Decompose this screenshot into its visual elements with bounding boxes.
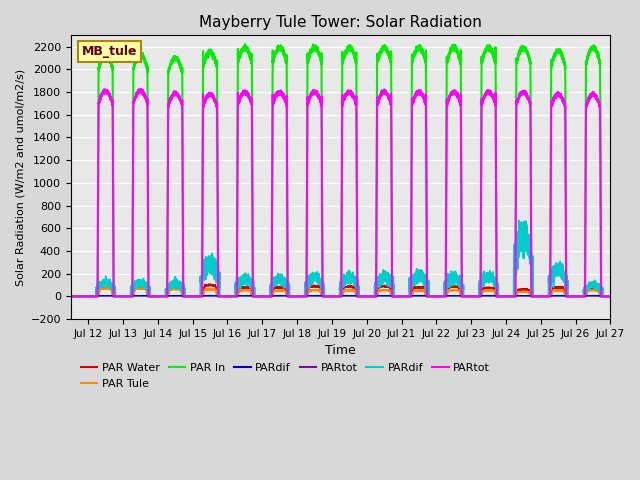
PARtot [137, 86, 145, 92]
X-axis label: Time: Time [325, 344, 356, 357]
PARdif [607, 293, 614, 299]
PAR Water [139, 280, 147, 286]
PARdif [67, 293, 75, 299]
Line: PAR In: PAR In [71, 44, 611, 296]
PARdif [387, 293, 394, 299]
PAR Water [262, 293, 270, 299]
PAR In [94, 219, 102, 225]
PARtot [496, 293, 504, 299]
PARdif [94, 287, 102, 292]
PAR Water [387, 288, 394, 293]
PAR Tule [387, 290, 394, 296]
PARdif [467, 293, 475, 299]
PAR Tule [410, 288, 417, 294]
PAR Tule [496, 293, 504, 299]
Y-axis label: Solar Radiation (W/m2 and umol/m2/s): Solar Radiation (W/m2 and umol/m2/s) [15, 69, 25, 286]
Legend: PAR Water, PAR Tule, PAR In, PARdif, PARtot, PARdif, PARtot: PAR Water, PAR Tule, PAR In, PARdif, PAR… [76, 359, 495, 393]
PAR Water [410, 286, 417, 291]
PARdif [67, 293, 75, 299]
PARdif [496, 293, 504, 299]
PARtot [94, 232, 102, 238]
PAR Water [467, 293, 475, 299]
PAR In [496, 293, 504, 299]
PARdif [467, 293, 475, 299]
PAR In [387, 56, 394, 61]
Line: PARdif: PARdif [71, 220, 611, 296]
PAR Water [496, 293, 504, 299]
PARdif [607, 293, 614, 299]
PAR Tule [141, 285, 148, 290]
PAR Water [607, 293, 614, 299]
PAR In [67, 293, 75, 299]
PAR Water [94, 293, 102, 299]
PARdif [515, 217, 523, 223]
PARtot [387, 101, 394, 107]
PAR Tule [94, 293, 102, 299]
PAR Tule [262, 293, 270, 299]
PARtot [410, 96, 417, 102]
PARdif [589, 293, 597, 299]
PARdif [94, 293, 102, 299]
PARdif [262, 293, 270, 299]
PARdif [387, 272, 394, 277]
Line: PAR Water: PAR Water [71, 283, 611, 296]
PAR In [467, 293, 475, 299]
PAR Tule [607, 293, 614, 299]
PAR Tule [67, 293, 75, 299]
PAR In [607, 293, 614, 299]
PAR Water [67, 293, 75, 299]
PARtot [262, 293, 270, 299]
PARtot [67, 293, 75, 299]
PARdif [262, 293, 270, 299]
PARdif [410, 278, 417, 284]
PARtot [607, 293, 614, 299]
Text: MB_tule: MB_tule [81, 45, 137, 58]
PARtot [467, 293, 475, 299]
PAR In [410, 52, 417, 58]
PARdif [496, 293, 504, 299]
Line: PAR Tule: PAR Tule [71, 288, 611, 296]
PARdif [410, 293, 417, 299]
PAR In [262, 293, 270, 299]
Title: Mayberry Tule Tower: Solar Radiation: Mayberry Tule Tower: Solar Radiation [199, 15, 482, 30]
Line: PARtot: PARtot [71, 89, 611, 296]
PAR In [241, 41, 249, 47]
PAR Tule [467, 293, 475, 299]
